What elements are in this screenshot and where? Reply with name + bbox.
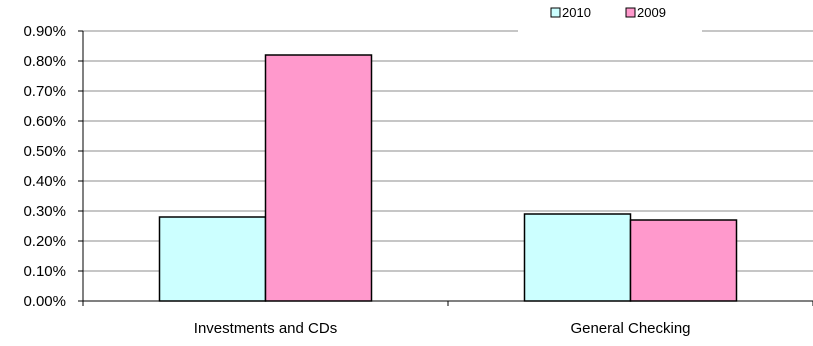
bar-2010 — [158, 216, 267, 302]
legend-box — [518, 0, 702, 34]
bars — [158, 54, 738, 302]
bar-2009 — [629, 219, 738, 302]
bar-2009 — [264, 54, 373, 302]
legend: 2010 2009 — [518, 0, 702, 34]
y-tick-label: 0.10% — [23, 263, 66, 280]
y-tick-label: 0.30% — [23, 203, 66, 220]
y-tick-label: 0.40% — [23, 173, 66, 190]
y-tick-label: 0.50% — [23, 143, 66, 160]
legend-swatch-2009 — [625, 7, 636, 18]
y-tick-label: 0.20% — [23, 233, 66, 250]
bar-2010 — [523, 213, 632, 302]
legend-swatch-2010 — [550, 7, 561, 18]
axes — [78, 30, 813, 306]
y-tick-label: 0.00% — [23, 293, 66, 310]
y-tick-labels: 0.00% 0.10% 0.20% 0.30% 0.40% 0.50% 0.60% 0.70%… — [23, 23, 66, 310]
y-tick-label: 0.70% — [23, 83, 66, 100]
x-category-label: Investments and CDs — [194, 320, 337, 337]
y-tick-label: 0.80% — [23, 53, 66, 70]
legend-label: 2010 — [562, 5, 591, 20]
y-tick-label: 0.60% — [23, 113, 66, 130]
x-category-labels: Investments and CDs General Checking — [194, 320, 691, 337]
y-tick-label: 0.90% — [23, 23, 66, 40]
legend-label: 2009 — [637, 5, 666, 20]
x-category-label: General Checking — [570, 320, 690, 337]
